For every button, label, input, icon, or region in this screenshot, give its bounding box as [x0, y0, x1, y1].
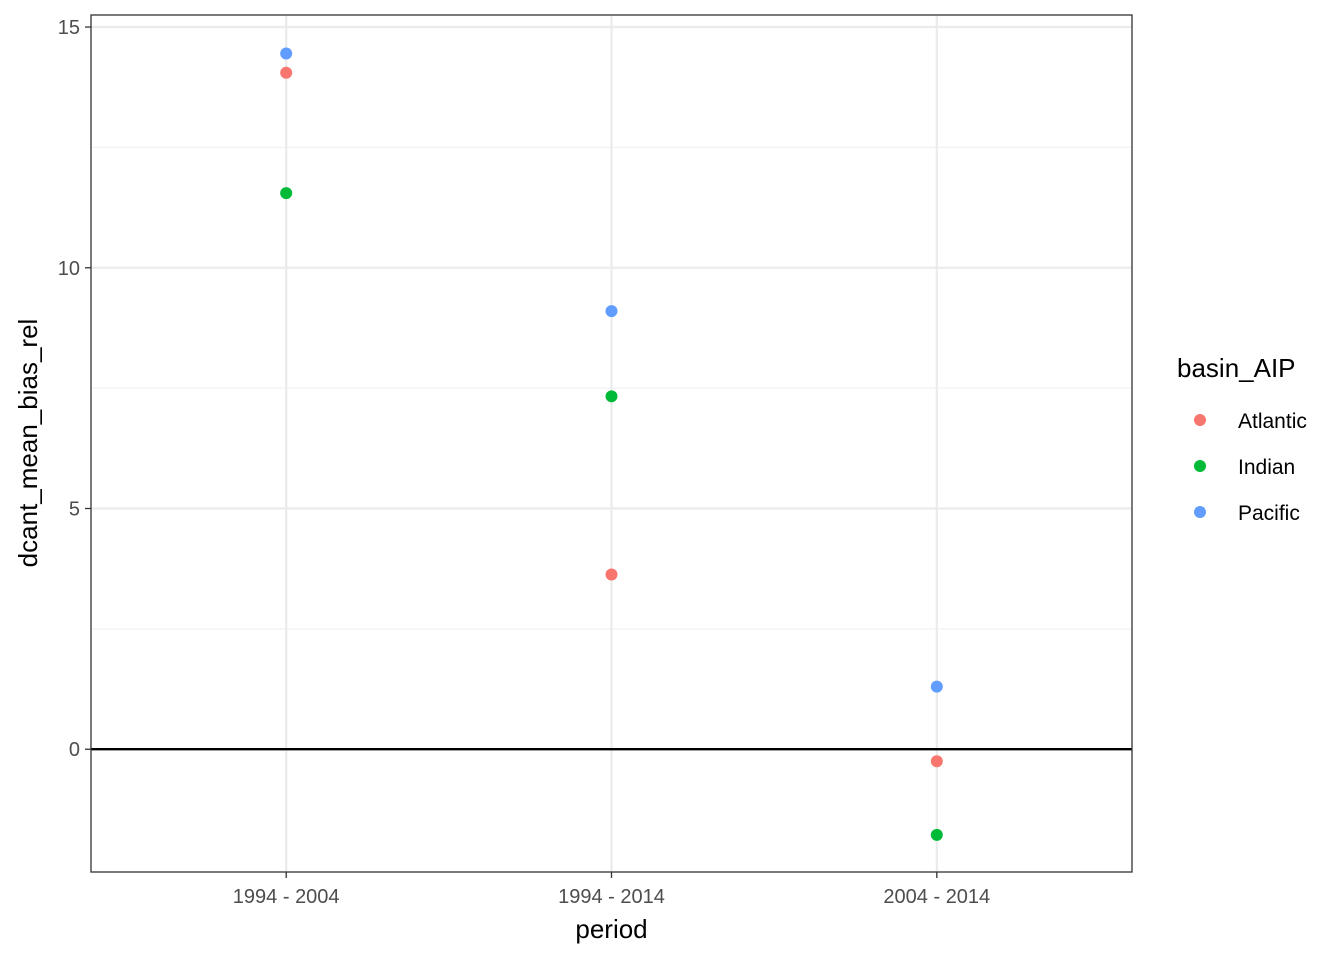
- point-pacific: [605, 305, 618, 318]
- legend-label-pacific: Pacific: [1238, 502, 1300, 525]
- point-atlantic: [605, 568, 618, 581]
- x-tick-label: 2004 - 2014: [883, 886, 990, 908]
- legend-label-atlantic: Atlantic: [1238, 410, 1307, 433]
- grid-lines: [91, 15, 1132, 872]
- x-axis-title: period: [575, 914, 647, 944]
- x-tick-label: 1994 - 2014: [558, 886, 665, 908]
- x-axis-ticks: 1994 - 2004 1994 - 2014 2004 - 2014: [233, 872, 990, 908]
- legend: basin_AIP Atlantic Indian Pacific: [1177, 353, 1307, 525]
- legend-label-indian: Indian: [1238, 456, 1295, 479]
- point-indian: [605, 390, 618, 403]
- point-atlantic: [280, 66, 293, 79]
- point-indian: [280, 187, 293, 200]
- y-tick-label: 15: [58, 17, 80, 39]
- point-atlantic: [930, 755, 943, 768]
- point-pacific: [280, 47, 293, 60]
- y-axis-title: dcant_mean_bias_rel: [13, 319, 43, 568]
- legend-key-indian: [1194, 460, 1206, 472]
- x-tick-label: 1994 - 2004: [233, 886, 340, 908]
- y-tick-label: 10: [58, 258, 80, 280]
- legend-items: Atlantic Indian Pacific: [1194, 410, 1307, 525]
- y-tick-label: 5: [69, 498, 80, 520]
- y-axis-ticks: 0 5 10 15: [58, 17, 91, 761]
- legend-title: basin_AIP: [1177, 353, 1296, 383]
- data-points: [280, 47, 943, 841]
- legend-key-pacific: [1194, 506, 1206, 518]
- y-tick-label: 0: [69, 739, 80, 761]
- point-indian: [930, 828, 943, 841]
- point-pacific: [930, 680, 943, 693]
- legend-key-atlantic: [1194, 414, 1206, 426]
